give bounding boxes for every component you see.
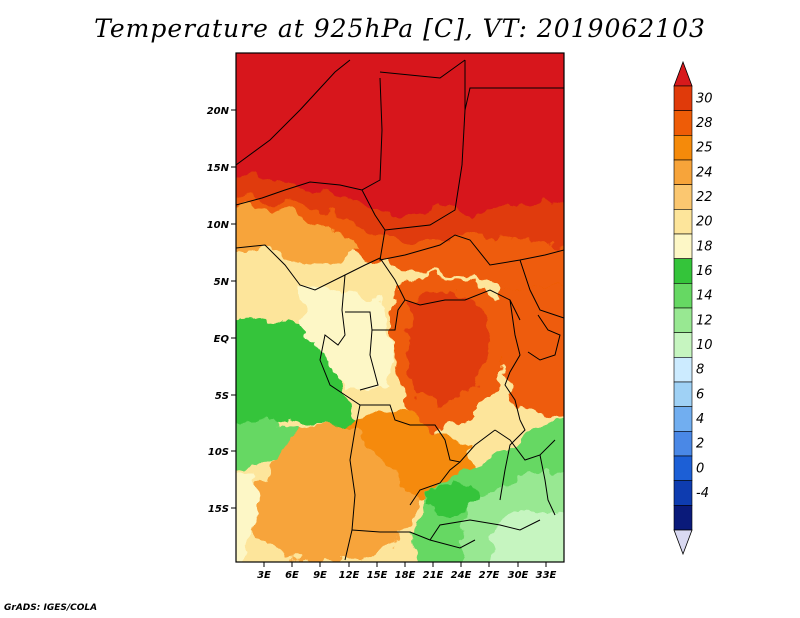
colorbar-segment — [673, 505, 693, 531]
colorbar-segment — [673, 307, 693, 333]
colorbar-label: 2 — [696, 437, 704, 452]
colorbar-label: 0 — [696, 461, 704, 476]
lat-label: 10S — [208, 447, 229, 458]
lon-label: 15E — [367, 570, 388, 581]
colorbar-label: 4 — [696, 412, 704, 427]
colorbar-segment — [673, 283, 693, 309]
colorbar-segment — [673, 258, 693, 284]
colorbar-label: 22 — [696, 190, 713, 205]
colorbar-label: 25 — [696, 141, 713, 156]
country-borders — [236, 59, 564, 561]
colorbar-label: 8 — [696, 363, 704, 378]
colorbar-label: 10 — [696, 338, 713, 353]
colorbar-label: -4 — [696, 486, 709, 501]
lat-label: 15S — [208, 504, 229, 515]
colorbar-label: 24 — [696, 165, 713, 180]
lon-label: 18E — [395, 570, 416, 581]
colorbar-label: 18 — [696, 239, 713, 254]
colorbar-label: 6 — [696, 387, 704, 402]
lon-label: 12E — [339, 570, 360, 581]
lat-label: EQ — [214, 334, 230, 345]
colorbar-top-triangle — [673, 60, 693, 87]
lon-label: 3E — [257, 570, 271, 581]
lat-label: 5S — [215, 391, 229, 402]
lon-label: 9E — [313, 570, 327, 581]
colorbar-segment — [673, 135, 693, 161]
colorbar-segment — [673, 184, 693, 210]
map-frame — [235, 52, 565, 563]
colorbar-bottom-triangle — [673, 529, 693, 556]
lon-label: 33E — [536, 570, 557, 581]
colorbar-segment — [673, 85, 693, 111]
lon-label: 21E — [423, 570, 444, 581]
colorbar: 30 28 25 24 22 20 18 16 14 12 10 8 6 4 2… — [673, 60, 713, 556]
lon-label: 6E — [285, 570, 299, 581]
colorbar-label: 12 — [696, 313, 713, 328]
colorbar-label: 28 — [696, 116, 713, 131]
colorbar-segment — [673, 480, 693, 506]
colorbar-segment — [673, 110, 693, 136]
colorbar-segment — [673, 159, 693, 185]
colorbar-segment — [673, 209, 693, 235]
colorbar-segment — [673, 431, 693, 457]
latitude-axis: 20N 15N 10N 5N EQ 5S 10S 15S — [207, 106, 236, 515]
colorbar-label: 16 — [696, 264, 713, 279]
lat-label: 5N — [214, 277, 230, 288]
longitude-axis: 3E 6E 9E 12E 15E 18E 21E 24E 27E 30E 33E — [257, 562, 557, 581]
colorbar-segment — [673, 233, 693, 259]
lat-label: 20N — [207, 106, 230, 117]
colorbar-segment — [673, 406, 693, 432]
colorbar-label: 14 — [696, 289, 713, 304]
lat-label: 15N — [207, 163, 230, 174]
lat-label: 10N — [207, 220, 230, 231]
colorbar-segments — [673, 85, 693, 531]
colorbar-segment — [673, 381, 693, 407]
colorbar-label: 30 — [696, 91, 713, 106]
footer-credit: GrADS: IGES/COLA — [4, 603, 98, 613]
lon-label: 27E — [479, 570, 500, 581]
chart-title: Temperature at 925hPa [C], VT: 201906210… — [94, 14, 706, 43]
colorbar-label: 20 — [696, 215, 713, 230]
colorbar-segment — [673, 357, 693, 383]
lon-label: 30E — [508, 570, 529, 581]
colorbar-segment — [673, 332, 693, 358]
colorbar-segment — [673, 455, 693, 481]
lon-label: 24E — [451, 570, 472, 581]
temperature-field — [236, 53, 564, 562]
